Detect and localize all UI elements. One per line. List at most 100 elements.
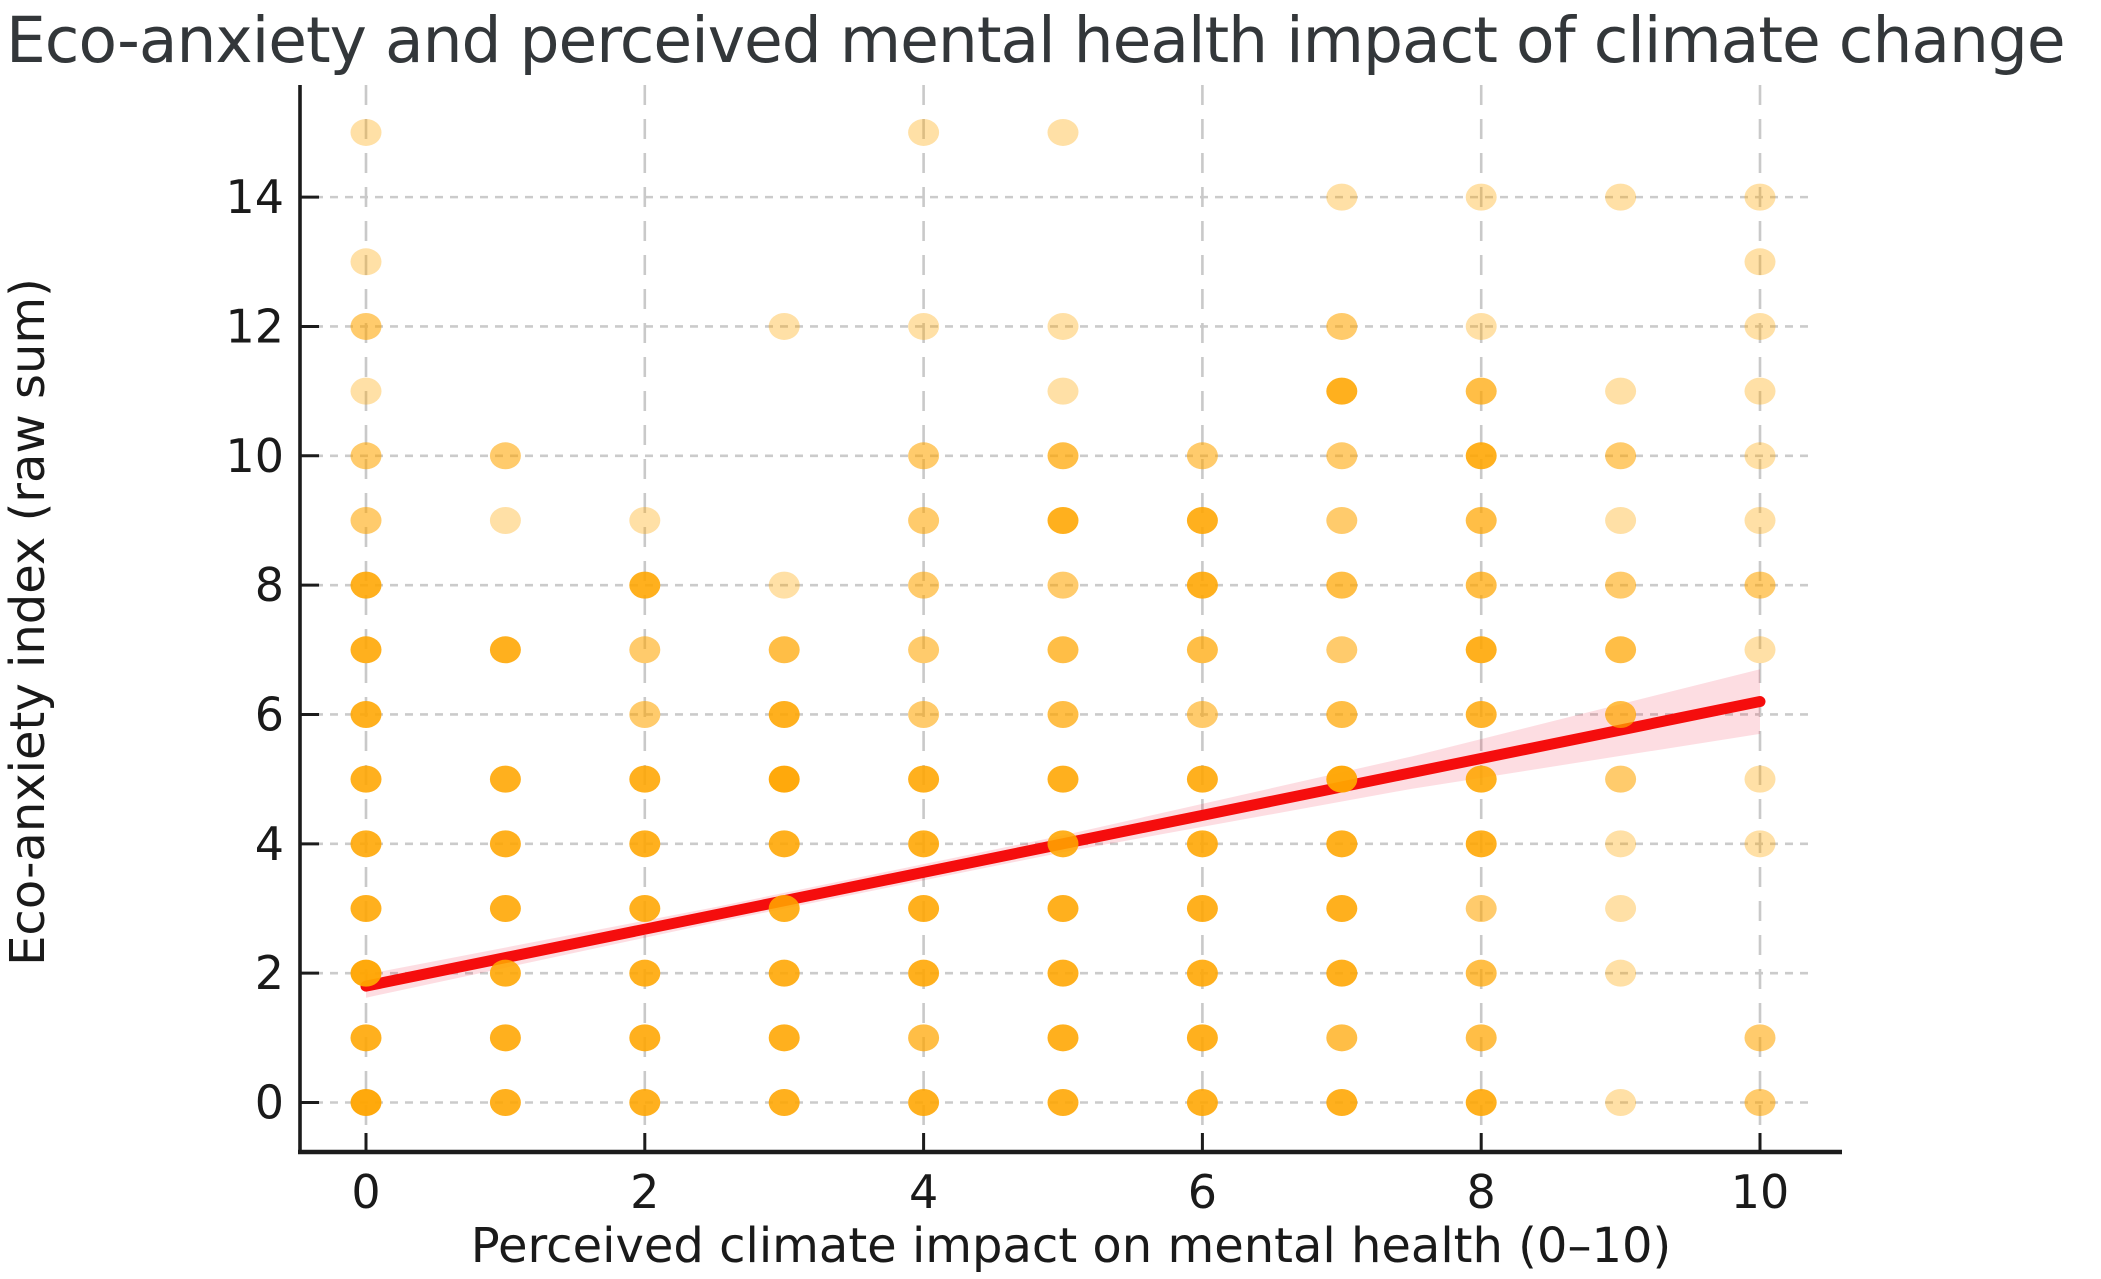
y-tick-label: 14	[225, 170, 284, 224]
axis-ticks: 0 2 4 6 8 10 12 14 0 2 4 6 8 10	[225, 170, 1789, 1219]
data-point	[350, 1024, 382, 1052]
data-point	[350, 377, 382, 405]
data-point	[1465, 830, 1497, 858]
data-point	[1465, 506, 1497, 534]
data-point	[1326, 959, 1358, 987]
data-point	[1744, 506, 1776, 534]
data-point	[1326, 765, 1358, 793]
data-point	[1465, 571, 1497, 599]
data-point	[1465, 377, 1497, 405]
data-point	[489, 506, 521, 534]
data-point	[1744, 1024, 1776, 1052]
data-point	[350, 830, 382, 858]
y-tick-label: 2	[255, 946, 284, 1000]
data-point	[350, 506, 382, 534]
data-point	[1186, 700, 1218, 728]
data-point	[1465, 1089, 1497, 1116]
data-point	[1605, 571, 1637, 599]
data-point	[1047, 636, 1079, 664]
data-point	[1326, 1024, 1358, 1052]
data-point	[1326, 636, 1358, 664]
data-point	[1047, 571, 1079, 599]
data-point	[350, 765, 382, 793]
data-point	[908, 765, 940, 793]
data-point	[489, 765, 521, 793]
data-point	[908, 312, 940, 340]
data-point	[1047, 700, 1079, 728]
data-point	[1605, 442, 1637, 470]
data-point	[1326, 442, 1358, 470]
y-tick-label: 10	[225, 429, 284, 483]
data-point	[1744, 1089, 1776, 1116]
data-point	[908, 894, 940, 922]
data-point	[629, 830, 661, 858]
data-point	[1047, 118, 1079, 146]
data-point	[1465, 894, 1497, 922]
gridlines	[300, 85, 1815, 1152]
data-point	[1744, 377, 1776, 405]
data-point	[1326, 571, 1358, 599]
data-point	[1605, 765, 1637, 793]
data-point	[908, 830, 940, 858]
data-point	[1326, 894, 1358, 922]
data-point	[1605, 1089, 1637, 1116]
y-tick-label: 8	[255, 558, 284, 612]
data-point	[1186, 636, 1218, 664]
data-point	[350, 959, 382, 987]
data-point	[1186, 506, 1218, 534]
data-point	[768, 959, 800, 987]
data-point	[1465, 183, 1497, 211]
data-point	[768, 1024, 800, 1052]
data-point	[1047, 1089, 1079, 1116]
data-point	[1744, 765, 1776, 793]
data-point	[1186, 1089, 1218, 1116]
data-point	[1186, 894, 1218, 922]
data-point	[1605, 700, 1637, 728]
data-point	[489, 1089, 521, 1116]
data-point	[908, 571, 940, 599]
data-point	[350, 894, 382, 922]
x-axis-label: Perceived climate impact on mental healt…	[470, 1218, 1672, 1274]
y-tick-label: 4	[255, 817, 284, 871]
data-point	[1186, 442, 1218, 470]
data-point	[768, 765, 800, 793]
data-point	[489, 442, 521, 470]
data-point	[908, 442, 940, 470]
data-point	[350, 636, 382, 664]
data-point	[489, 636, 521, 664]
data-point	[908, 636, 940, 664]
data-point	[1047, 377, 1079, 405]
data-point	[1186, 765, 1218, 793]
data-point	[908, 506, 940, 534]
data-point	[489, 1024, 521, 1052]
data-point	[489, 959, 521, 987]
y-axis-label: Eco-anxiety index (raw sum)	[0, 278, 56, 966]
data-point	[1047, 894, 1079, 922]
data-point	[629, 700, 661, 728]
data-point	[1326, 830, 1358, 858]
data-point	[629, 765, 661, 793]
data-point	[1465, 765, 1497, 793]
data-point	[350, 118, 382, 146]
data-point	[1744, 183, 1776, 211]
axes-spines	[298, 85, 1842, 1155]
data-point	[1605, 959, 1637, 987]
data-point	[350, 248, 382, 276]
data-point	[350, 700, 382, 728]
x-tick-label: 6	[1188, 1165, 1217, 1219]
y-tick-label: 0	[255, 1076, 284, 1130]
data-point	[1326, 1089, 1358, 1116]
data-point	[768, 312, 800, 340]
data-point	[1465, 636, 1497, 664]
data-point	[1605, 636, 1637, 664]
data-point	[908, 118, 940, 146]
data-point	[1605, 830, 1637, 858]
data-point	[1465, 700, 1497, 728]
data-point	[1326, 506, 1358, 534]
data-point	[768, 636, 800, 664]
data-point	[908, 1089, 940, 1116]
data-point	[768, 894, 800, 922]
data-point	[1047, 312, 1079, 340]
